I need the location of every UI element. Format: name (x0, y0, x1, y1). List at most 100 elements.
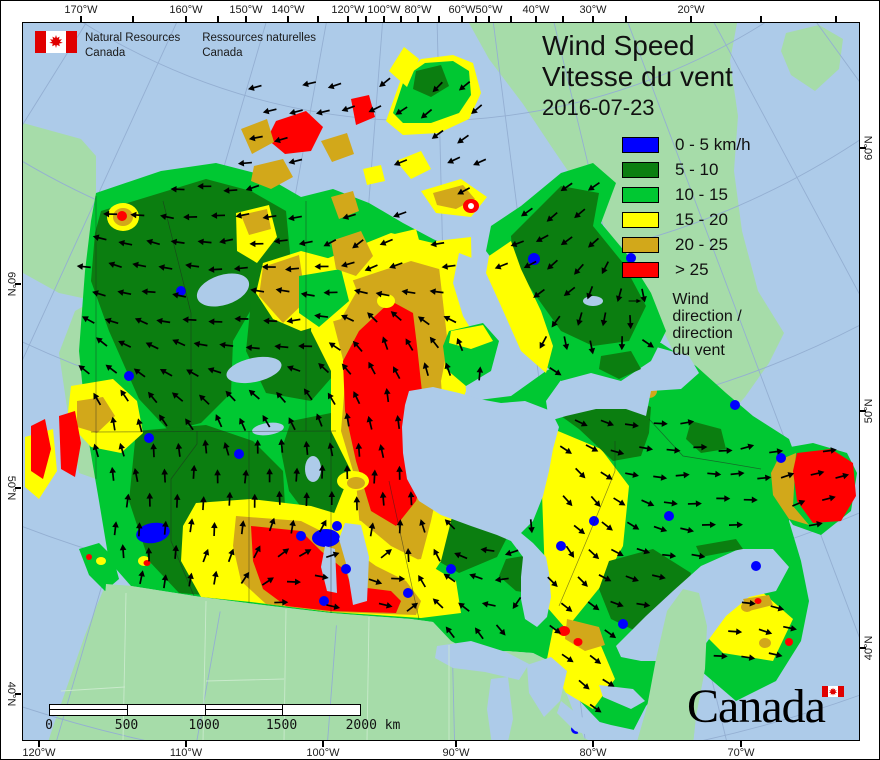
wind-arrow (641, 499, 655, 507)
wind-arrow (250, 287, 265, 294)
wind-arrow (563, 286, 576, 297)
agency-name-fr: Ressources naturelles Canada (202, 31, 316, 61)
wind-arrow (108, 261, 122, 269)
wind-arrow (551, 315, 561, 328)
wind-arrow (325, 551, 340, 559)
wind-arrow (587, 237, 600, 248)
wind-arrow (504, 549, 519, 557)
wind-arrow (303, 388, 313, 401)
wind-arrow (625, 471, 639, 478)
wind-arrow (248, 134, 263, 142)
longitude-label: 70°W (727, 747, 755, 759)
wind-arrow (274, 136, 288, 144)
wind-arrow (261, 577, 274, 586)
wind-arrow (559, 445, 572, 454)
wind-arrow (680, 526, 695, 534)
wind-arrow (316, 109, 330, 116)
wind-arrow (247, 84, 262, 91)
wind-arrow (286, 365, 301, 372)
wind-arrow (562, 336, 570, 351)
great-slave-lake (226, 356, 282, 384)
wind-arrow (233, 265, 248, 272)
wind-arrow (132, 261, 147, 269)
wind-arrow (202, 548, 210, 563)
wind-arrow (443, 573, 456, 583)
wind-arrow (170, 238, 185, 246)
red-spot (117, 211, 127, 221)
wind-arrow (289, 108, 303, 116)
legend-row: 20 - 25 (622, 235, 728, 255)
dark-green-labrador (686, 421, 726, 453)
blue-patch (312, 529, 340, 547)
wind-arrow (368, 578, 383, 585)
graticule-tick (132, 16, 134, 22)
graticule-tick (438, 16, 440, 22)
wind-arrow (145, 547, 153, 562)
wind-arrow (208, 318, 223, 325)
wind-arrow (577, 576, 588, 587)
gold-island (241, 119, 274, 154)
wind-arrow (288, 214, 302, 222)
blue-dot (528, 253, 540, 265)
wind-arrow (328, 342, 341, 351)
wind-arrow (822, 447, 837, 454)
wind-arrow (188, 518, 195, 533)
red-melville (267, 111, 323, 154)
wind-arrow (141, 288, 156, 295)
wind-arrow (675, 471, 690, 479)
wind-arrow (380, 549, 392, 559)
graticule-tick (287, 16, 289, 22)
wind-arrow (368, 105, 382, 113)
wind-arrow (240, 571, 250, 584)
longitude-label: 40°W (522, 4, 550, 16)
wind-arrow (150, 443, 157, 458)
wind-arrow (469, 573, 483, 580)
haida-red (31, 419, 51, 479)
graticule-tick (217, 16, 219, 22)
wind-arrow (444, 362, 452, 376)
newfoundland-red (793, 449, 856, 523)
wind-arrow (323, 289, 338, 296)
wind-arrow (266, 468, 273, 483)
wind-arrow (379, 238, 393, 246)
wind-arrow (636, 547, 651, 555)
wind-arrow (223, 442, 230, 456)
wind-arrow (417, 316, 430, 326)
scale-label: 2000 km (345, 718, 401, 733)
graticule-tick (455, 741, 457, 747)
prince-of-wales (331, 231, 373, 276)
wind-arrow (286, 578, 301, 586)
baffin-dark-se (599, 351, 641, 379)
wind-arrow (285, 265, 300, 273)
blue-dot (296, 531, 306, 541)
wind-arrow (600, 419, 615, 427)
wind-arrow (219, 341, 234, 349)
wind-arrow (327, 82, 342, 90)
wind-direction-label-fr: direction du vent (672, 325, 733, 359)
maple-leaf-icon (49, 35, 63, 48)
graticule-tick (317, 16, 319, 22)
wind-arrow (276, 490, 283, 505)
wind-arrow (546, 212, 558, 222)
wind-arrow (119, 544, 127, 559)
wind-arrow (587, 182, 600, 191)
wind-arrow (458, 602, 470, 612)
wind-arrow (248, 389, 260, 400)
pei-red (754, 598, 762, 604)
wind-arrow (162, 520, 169, 535)
wind-arrow (352, 239, 364, 249)
hudson-strait (546, 345, 699, 421)
wind-arrow (219, 237, 234, 245)
agency-fr-line1: Ressources naturelles (202, 32, 317, 44)
wind-arrow (653, 474, 668, 481)
scale-bar: 0 500 1000 1500 2000 km (45, 704, 400, 733)
anticosti (696, 539, 743, 557)
wind-arrow (223, 187, 238, 194)
wind-arrow (407, 491, 415, 506)
longitude-label: 100°W (367, 4, 401, 16)
wind-arrow (494, 576, 509, 583)
wind-arrow (533, 288, 545, 298)
graticule-tick (417, 16, 419, 22)
wind-arrow (211, 522, 218, 537)
wind-arrow (293, 467, 300, 482)
